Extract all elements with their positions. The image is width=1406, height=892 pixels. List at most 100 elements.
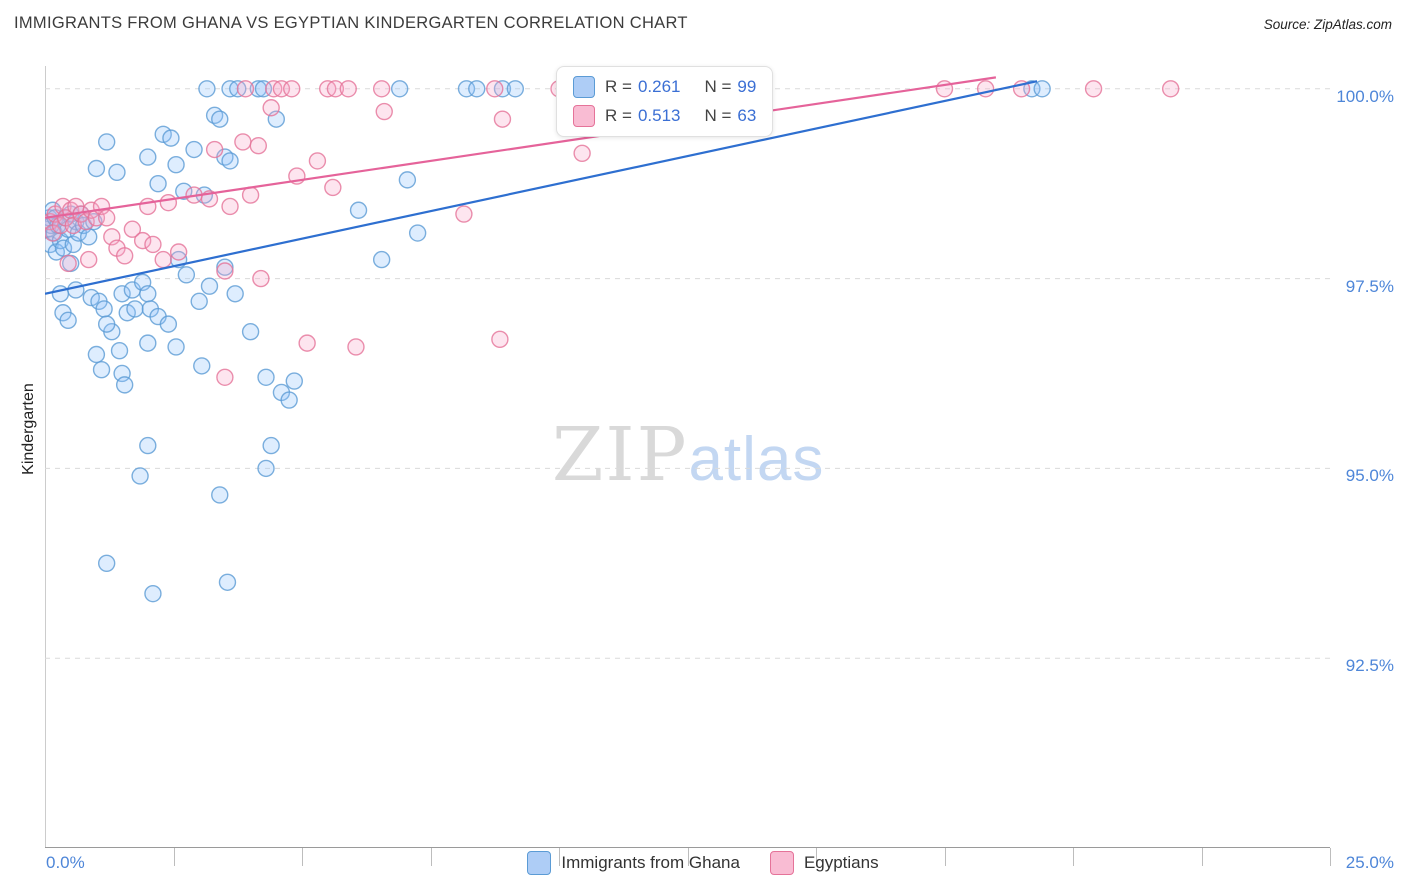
egyptian-point[interactable]: [308, 152, 327, 170]
r-label: R =: [605, 106, 632, 125]
egyptian-point[interactable]: [169, 243, 188, 261]
egyptian-point[interactable]: [133, 231, 152, 250]
legend-row-egyptians: R = 0.513 N = 63: [573, 105, 756, 127]
ghana-point[interactable]: [280, 391, 298, 409]
ghana-point[interactable]: [159, 315, 178, 333]
ghana-point[interactable]: [211, 110, 229, 128]
egyptian-point[interactable]: [79, 250, 98, 269]
ghana-point[interactable]: [97, 554, 116, 572]
ghana-point[interactable]: [257, 459, 275, 478]
egyptian-point[interactable]: [249, 137, 268, 155]
ghana-point[interactable]: [468, 80, 486, 98]
y-tick-label: 95.0%: [1345, 466, 1394, 486]
egyptian-point[interactable]: [115, 247, 134, 265]
ghana-point[interactable]: [131, 467, 149, 485]
egyptian-point[interactable]: [97, 209, 116, 227]
ghana-point[interactable]: [126, 300, 144, 318]
ghana-point[interactable]: [262, 436, 280, 455]
ghana-point[interactable]: [59, 311, 77, 330]
ghana-point[interactable]: [92, 360, 111, 379]
egyptian-point[interactable]: [216, 368, 234, 386]
ghana-point[interactable]: [257, 368, 275, 386]
ghana-point[interactable]: [115, 376, 134, 394]
ghana-point[interactable]: [218, 573, 237, 591]
ghana-point[interactable]: [285, 372, 303, 390]
ghana-point[interactable]: [200, 277, 219, 295]
egyptian-point[interactable]: [1084, 80, 1103, 98]
egyptian-point[interactable]: [573, 144, 591, 163]
egyptian-point[interactable]: [1161, 80, 1180, 98]
egyptian-point[interactable]: [375, 102, 393, 121]
ghana-point[interactable]: [185, 140, 203, 159]
ghana-point[interactable]: [1033, 80, 1051, 98]
ghana-point[interactable]: [67, 281, 85, 299]
ghana-point[interactable]: [198, 80, 216, 98]
ghana-legend-swatch: [573, 76, 595, 98]
bottom-legend-label: Immigrants from Ghana: [561, 853, 740, 872]
x-tick: [687, 848, 689, 866]
ghana-point[interactable]: [193, 357, 211, 375]
ghana-point[interactable]: [349, 201, 368, 219]
egyptian-point[interactable]: [205, 140, 224, 159]
ghana-point[interactable]: [113, 285, 131, 303]
ghana-point[interactable]: [177, 266, 196, 284]
ghana-point[interactable]: [167, 338, 185, 356]
egyptian-point[interactable]: [283, 80, 301, 98]
ghana-point[interactable]: [139, 285, 157, 303]
ghana-point[interactable]: [241, 323, 260, 341]
ghana-point[interactable]: [167, 155, 185, 174]
egyptian-point[interactable]: [455, 205, 473, 223]
source-note: Source: ZipAtlas.com: [1263, 17, 1392, 32]
ghana-point[interactable]: [139, 148, 157, 166]
ghana-point[interactable]: [506, 80, 525, 98]
egyptian-point[interactable]: [262, 99, 280, 117]
ghana-point[interactable]: [87, 159, 106, 178]
ghana-point[interactable]: [190, 292, 208, 311]
egyptian-point[interactable]: [236, 80, 255, 98]
egyptian-point[interactable]: [154, 250, 172, 269]
ghana-point[interactable]: [144, 584, 162, 603]
egyptian-point[interactable]: [347, 338, 365, 356]
ghana-point[interactable]: [372, 250, 391, 269]
r-value: 0.261: [637, 77, 681, 96]
egyptian-point[interactable]: [326, 80, 345, 98]
ghana-point[interactable]: [226, 285, 244, 303]
bottom-legend-label: Egyptians: [803, 853, 879, 872]
egyptian-point[interactable]: [339, 80, 357, 98]
ghana-point[interactable]: [97, 133, 116, 151]
egyptian-point[interactable]: [372, 80, 391, 98]
egyptian-point[interactable]: [486, 80, 504, 98]
egyptian-point[interactable]: [59, 254, 77, 273]
egyptian-point[interactable]: [221, 197, 239, 216]
ghana-point[interactable]: [211, 486, 229, 504]
egyptian-point[interactable]: [252, 269, 270, 288]
ghana-point[interactable]: [87, 345, 106, 364]
ghana-point[interactable]: [95, 300, 113, 318]
egyptian-point[interactable]: [324, 178, 342, 197]
ghana-point[interactable]: [139, 334, 157, 352]
ghana-point[interactable]: [398, 171, 417, 189]
egyptian-point[interactable]: [493, 110, 512, 128]
ghana-point[interactable]: [175, 182, 193, 200]
egyptian-point[interactable]: [491, 330, 509, 349]
egyptian-point[interactable]: [123, 220, 142, 238]
ghana-point[interactable]: [139, 436, 157, 455]
egyptian-point[interactable]: [216, 262, 234, 280]
x-tick: [430, 848, 432, 866]
ghana-point[interactable]: [162, 129, 180, 147]
egyptian-point[interactable]: [144, 235, 162, 254]
egyptian-point[interactable]: [159, 193, 178, 212]
ghana-point[interactable]: [408, 224, 427, 242]
egyptian-point[interactable]: [298, 334, 316, 352]
ghana-point[interactable]: [97, 315, 116, 333]
ghana-point[interactable]: [149, 174, 167, 193]
ghana-point[interactable]: [221, 152, 239, 170]
ghana-point[interactable]: [390, 80, 409, 98]
r-label: R =: [605, 77, 632, 96]
egyptian-point[interactable]: [241, 186, 260, 204]
egyptian-point[interactable]: [234, 133, 252, 151]
ghana-point[interactable]: [108, 163, 126, 181]
ghana-point[interactable]: [110, 342, 129, 360]
ghana-point[interactable]: [216, 258, 234, 276]
ghana-point[interactable]: [79, 228, 98, 246]
